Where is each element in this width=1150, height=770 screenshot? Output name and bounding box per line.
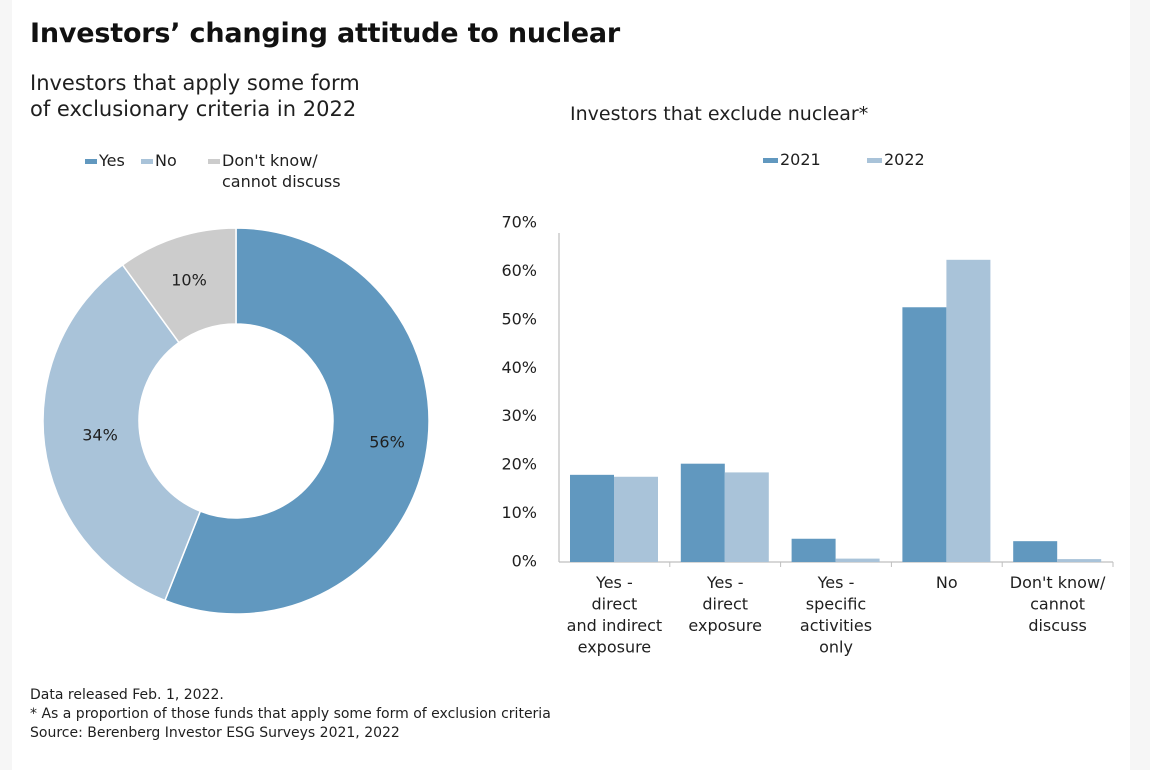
donut-chart: 56% 34% 10% xyxy=(42,227,430,615)
bar-2022-yes-specific-activities-only xyxy=(835,558,880,562)
bar-2021-yes-specific-activities-only xyxy=(791,538,836,562)
legend-label-dont-know-line-1: Don't know/ xyxy=(222,151,318,170)
y-tick-label: 70% xyxy=(501,213,537,232)
legend-swatch-yes xyxy=(85,159,97,164)
bar-2022-yes-direct-and-indirect-exposure xyxy=(614,476,658,562)
legend-item-no: No xyxy=(141,150,177,171)
bar-chart: 0% 10% 20% 30% 40% 50% 60% 70% Yes - direct and in… xyxy=(501,213,1114,657)
legend-item-yes: Yes xyxy=(85,150,125,171)
y-tick-label: 50% xyxy=(501,309,537,328)
donut-label-don-t-know-cannot-discuss: 10% xyxy=(171,271,207,290)
x-tick-label-line: exposure xyxy=(688,616,762,635)
donut-slice-no xyxy=(42,263,202,602)
x-tick-label-don-t-know-cannot-discuss: Don't know/cannot discuss xyxy=(1010,573,1106,635)
legend-label-dont-know-line-2: cannot discuss xyxy=(222,172,341,191)
x-tick-label-yes-direct-and-indirect-exposure: Yes - direct and indirect exposure xyxy=(567,573,663,657)
bar-2021-no xyxy=(902,307,947,562)
footer-footnote: * As a proportion of those funds that ap… xyxy=(30,706,551,722)
footer-source: Source: Berenberg Investor ESG Surveys 2… xyxy=(30,725,400,741)
donut-label-yes: 56% xyxy=(369,433,405,452)
right-margin xyxy=(1130,0,1150,770)
legend-swatch-dont-know xyxy=(208,159,220,164)
x-tick-label-line: direct xyxy=(592,595,638,614)
legend-item-2022: 2022 xyxy=(867,149,925,170)
x-tick-label-line: discuss xyxy=(1028,616,1087,635)
y-tick-label: 20% xyxy=(501,455,537,474)
legend-label-2021: 2021 xyxy=(780,150,821,169)
x-tick-label-line: direct xyxy=(702,595,748,614)
x-tick-label-line: exposure xyxy=(578,638,652,657)
x-tick-label-line: Yes - xyxy=(706,573,744,592)
donut-slice-don-t-know-cannot-discuss xyxy=(121,227,237,344)
legend-swatch-no xyxy=(141,159,153,164)
bar-2022-yes-direct-exposure xyxy=(724,472,769,562)
x-tick-label-line: No xyxy=(936,573,958,592)
footer-notes: Data released Feb. 1, 2022. * As a propo… xyxy=(30,686,551,743)
x-tick-label-line: specific xyxy=(806,595,866,614)
x-tick-label-line: Don't know/ xyxy=(1010,573,1106,592)
donut-label-no: 34% xyxy=(82,426,118,445)
legend-label-dont-know: Don't know/cannot discuss xyxy=(222,150,341,192)
donut-title-line-1: Investors that apply some form xyxy=(30,71,360,95)
bar-chart-title: Investors that exclude nuclear* xyxy=(570,103,869,125)
x-tick-label-line: only xyxy=(819,638,853,657)
y-tick-label: 60% xyxy=(501,261,537,280)
bar-2022-don-t-know-cannot-discuss xyxy=(1057,559,1102,562)
donut-title-line-2: of exclusionary criteria in 2022 xyxy=(30,97,357,121)
footer-data-released: Data released Feb. 1, 2022. xyxy=(30,687,224,703)
bar-2021-don-t-know-cannot-discuss xyxy=(1013,541,1058,562)
legend-label-no: No xyxy=(155,151,177,170)
x-tick-label-line: Yes - xyxy=(817,573,855,592)
bar-2021-yes-direct-and-indirect-exposure xyxy=(570,474,614,562)
y-tick-label: 10% xyxy=(501,503,537,522)
legend-item-2021: 2021 xyxy=(763,149,821,170)
legend-swatch-2022 xyxy=(867,158,882,163)
x-tick-label-yes-specific-activities-only: Yes - specific activities only xyxy=(800,573,872,657)
legend-label-yes: Yes xyxy=(99,151,125,170)
y-tick-label: 0% xyxy=(512,552,537,571)
x-tick-label-no: No xyxy=(936,573,958,592)
x-tick-label-line: activities xyxy=(800,616,872,635)
legend-item-dont-know: Don't know/cannot discuss xyxy=(208,150,341,192)
y-tick-label: 30% xyxy=(501,406,537,425)
left-margin xyxy=(0,0,12,770)
legend-swatch-2021 xyxy=(763,158,778,163)
bar-2021-yes-direct-exposure xyxy=(680,463,725,562)
x-tick-label-line: Yes - xyxy=(595,573,633,592)
x-tick-label-line: and indirect xyxy=(567,616,663,635)
chart-title: Investors’ changing attitude to nuclear xyxy=(30,18,621,49)
donut-slice-yes xyxy=(163,227,430,615)
bar-2022-no xyxy=(946,259,991,562)
y-tick-label: 40% xyxy=(501,358,537,377)
x-tick-label-yes-direct-exposure: Yes - direct exposure xyxy=(688,573,762,635)
donut-chart-title: Investors that apply some form of exclus… xyxy=(30,70,450,122)
legend-label-2022: 2022 xyxy=(884,150,925,169)
x-tick-label-line: cannot xyxy=(1030,595,1085,614)
